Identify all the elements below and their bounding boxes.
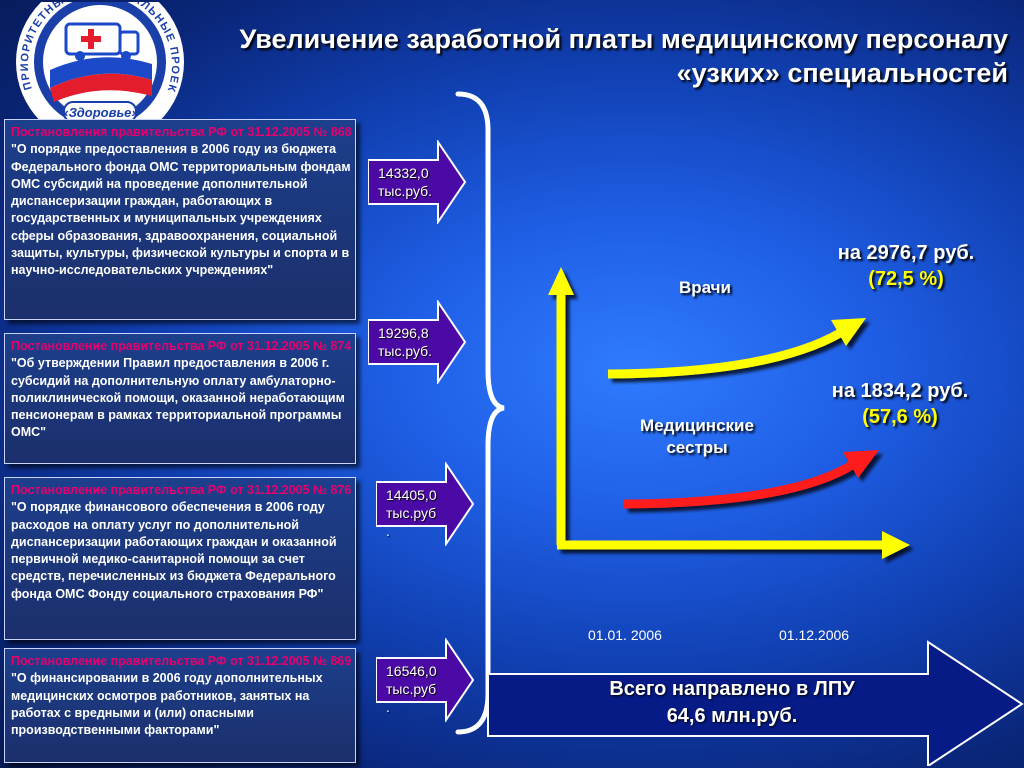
increase-value-sestry: на 1834,2 руб. [831, 380, 969, 402]
document-box: Постановления правительства РФ от 31.12.… [4, 119, 356, 320]
increase-value-vrachi: на 2976,7 руб. [837, 242, 975, 264]
document-reference: Постановление правительства РФ от 31.12.… [11, 654, 352, 668]
total-label: Всего направлено в ЛПУ [609, 678, 855, 700]
slide-title: Увеличение заработной платы медицинскому… [170, 22, 1009, 90]
document-reference: Постановление правительства РФ от 31.12.… [11, 339, 352, 353]
project-logo: ПРИОРИТЕТНЫЕ НАЦИОНАЛЬНЫЕ ПРОЕКТЫ «Здоро… [0, 0, 196, 146]
series-label-sestry-line1: Медицинские [640, 416, 754, 435]
amount-dot: . [386, 523, 390, 539]
increase-vrachi: на 2976,7 руб. (72,5 %) [806, 240, 1006, 292]
amount-unit: тыс.руб. [378, 183, 433, 199]
amount-value: 19296,8 [378, 325, 429, 341]
document-box: Постановление правительства РФ от 31.12.… [4, 648, 356, 763]
series-line-vrachi [607, 329, 843, 379]
salary-growth-chart [540, 255, 920, 570]
total-value: 64,6 млн.руб. [666, 705, 798, 727]
amount-unit: тыс.руб [386, 681, 437, 697]
amount-value: 14332,0 [378, 165, 429, 181]
document-box: Постановление правительства РФ от 31.12.… [4, 477, 356, 640]
amount-value: 16546,0 [386, 663, 437, 679]
x-label-end: 01.12.2006 [779, 627, 850, 643]
curly-brace [450, 90, 510, 745]
series-label-vrachi: Врачи [678, 278, 731, 297]
amount-unit: тыс.руб. [378, 343, 433, 359]
increase-percent-vrachi: (72,5 %) [868, 268, 944, 290]
series-arrow-vrachi [831, 318, 866, 346]
amount-arrow: 19296,8 тыс.руб. [368, 300, 468, 384]
amount-dot: . [386, 699, 390, 715]
increase-sestry: на 1834,2 руб. (57,6 %) [800, 378, 1000, 430]
increase-percent-sestry: (57,6 %) [862, 406, 938, 428]
series-label-sestry: Медицинские сестры [612, 415, 782, 459]
chart-axes [548, 267, 910, 559]
document-reference: Постановление правительства РФ от 31.12.… [11, 483, 352, 497]
document-description: "О финансировании в 2006 году дополнител… [11, 671, 323, 738]
series-arrow-sestry [843, 450, 879, 478]
title-line-1: Увеличение заработной платы медицинскому… [239, 24, 1009, 54]
document-description: "О порядке предоставления в 2006 году из… [11, 142, 351, 278]
amount-value: 14405,0 [386, 487, 437, 503]
amount-arrow: 14405,0 тыс.руб . [376, 462, 476, 546]
amount-arrow: 16546,0 тыс.руб . [376, 638, 476, 722]
series-label-sestry-line2: сестры [666, 438, 728, 457]
total-arrow: Всего направлено в ЛПУ 64,6 млн.руб. [486, 640, 1024, 766]
document-box: Постановление правительства РФ от 31.12.… [4, 333, 356, 464]
x-axis-arrow [882, 531, 910, 559]
title-line-2: «узких» специальностей [676, 58, 1008, 88]
document-reference: Постановления правительства РФ от 31.12.… [11, 125, 352, 139]
series-line-sestry [623, 461, 855, 509]
x-label-start: 01.01. 2006 [588, 627, 662, 643]
logo-bottom-text: «Здоровье» [61, 105, 138, 120]
document-description: "Об утверждении Правил предоставления в … [11, 356, 345, 440]
amount-arrow: 14332,0 тыс.руб. [368, 140, 468, 224]
amount-unit: тыс.руб [386, 505, 437, 521]
y-axis-arrow [548, 267, 574, 295]
document-description: "О порядке финансового обеспечения в 200… [11, 500, 337, 601]
